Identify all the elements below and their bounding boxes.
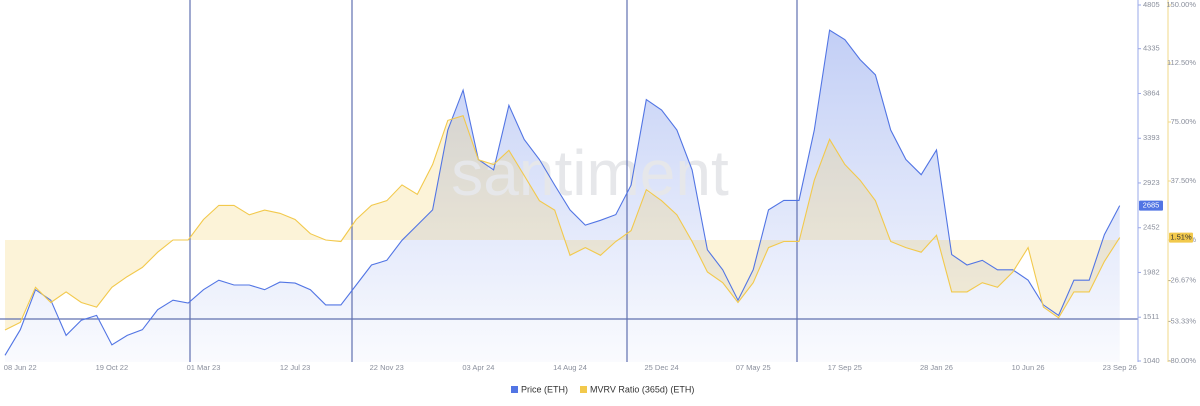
area (5, 115, 1120, 330)
x-tick-label: 08 Jun 22 (4, 363, 37, 372)
y-tick-label: 2923 (1143, 178, 1160, 187)
x-tick-label: 22 Nov 23 (370, 363, 404, 372)
x-tick-label: 01 Mar 23 (187, 363, 221, 372)
y2-tick-label: 75.00% (1171, 117, 1197, 126)
y2-tick-label: -80.00% (1168, 356, 1196, 365)
y2-tick-label: -26.67% (1168, 276, 1196, 285)
x-tick-label: 07 May 25 (736, 363, 771, 372)
y-tick-label: 4805 (1143, 0, 1160, 9)
y-tick-label: 3393 (1143, 133, 1160, 142)
legend-swatch (511, 386, 518, 393)
x-tick-label: 14 Aug 24 (553, 363, 587, 372)
x-tick-label: 19 Oct 22 (96, 363, 129, 372)
last-value-badge (1139, 200, 1163, 211)
legend-label: MVRV Ratio (365d) (ETH) (590, 384, 694, 394)
x-tick-label: 25 Dec 24 (645, 363, 679, 372)
y2-tick-label: 150.00% (1166, 0, 1196, 9)
x-tick-label: 23 Sep 26 (1103, 363, 1137, 372)
y2-tick-label: 37.50% (1171, 176, 1197, 185)
y-tick-label: 1982 (1143, 267, 1160, 276)
x-tick-label: 17 Sep 25 (828, 363, 862, 372)
x-tick-label: 03 Apr 24 (462, 363, 494, 372)
x-tick-label: 12 Jul 23 (280, 363, 310, 372)
y-tick-label: 1511 (1143, 312, 1159, 321)
y-tick-label: 1040 (1143, 356, 1160, 365)
y-tick-label: 2452 (1143, 223, 1160, 232)
x-tick-label: 28 Jan 26 (920, 363, 953, 372)
legend-swatch (580, 386, 587, 393)
last-value-label: 1.51% (1170, 233, 1192, 242)
y2-tick-label: -53.33% (1168, 316, 1196, 325)
y2-tick-label: 112.50% (1167, 58, 1196, 67)
area (5, 30, 1120, 362)
watermark: santiment (451, 137, 729, 209)
last-value-label: 2685 (1143, 201, 1160, 210)
legend-label: Price (ETH) (521, 384, 568, 394)
last-value-badge (1169, 232, 1193, 243)
x-tick-label: 10 Jun 26 (1012, 363, 1045, 372)
line (4, 115, 1121, 331)
y-tick-label: 4335 (1143, 44, 1160, 53)
event-lines (0, 0, 1138, 362)
line (4, 29, 1121, 356)
y-tick-label: 3864 (1143, 88, 1160, 97)
